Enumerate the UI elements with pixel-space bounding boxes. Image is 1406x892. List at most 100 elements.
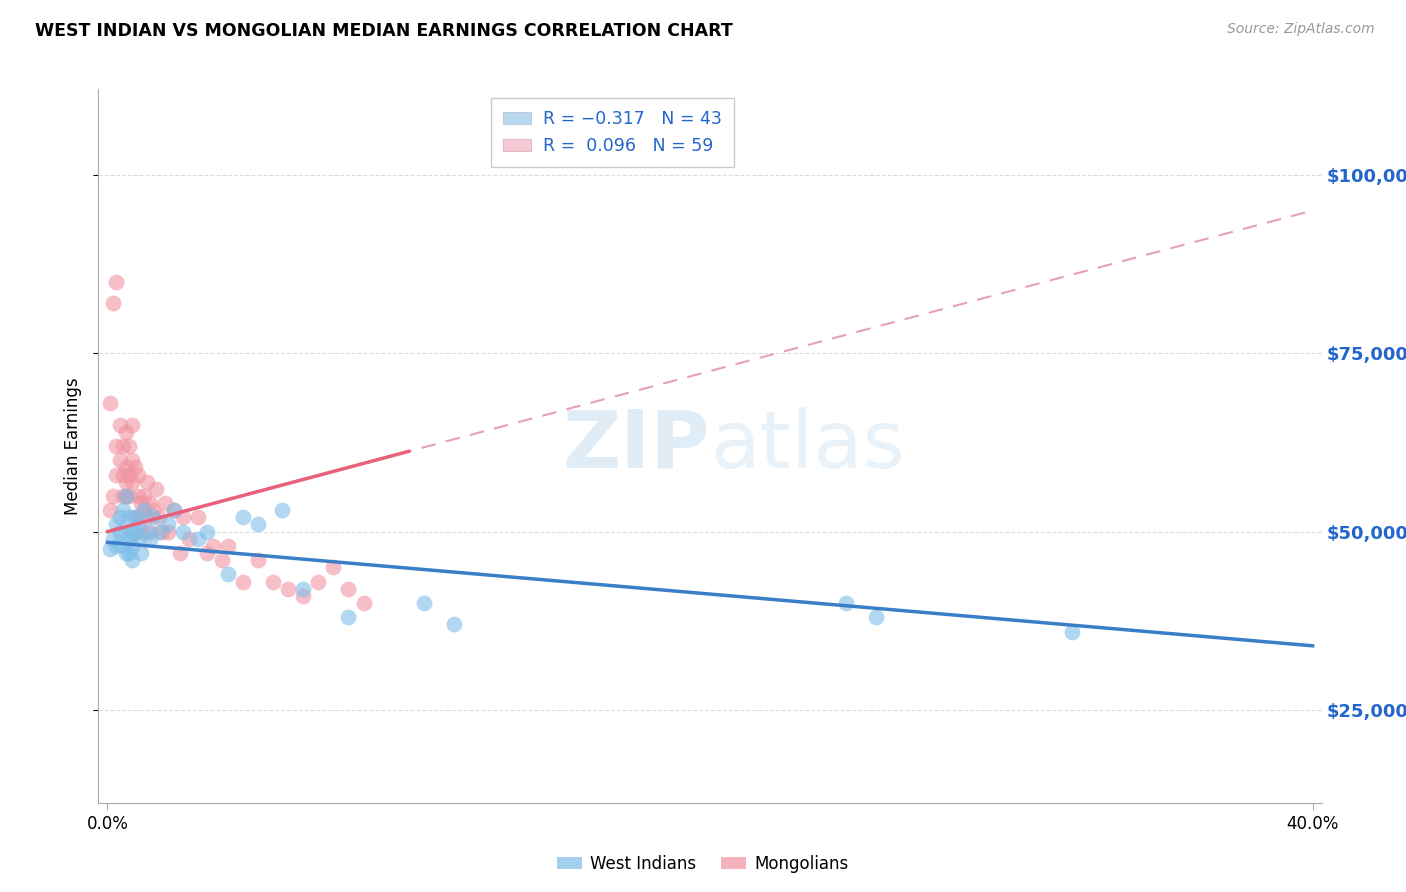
Point <box>169 546 191 560</box>
Point <box>111 503 134 517</box>
Point <box>105 467 128 482</box>
Point <box>142 503 165 517</box>
Point <box>145 482 167 496</box>
Point <box>232 510 254 524</box>
Point <box>114 475 136 489</box>
Point <box>217 539 239 553</box>
Point <box>100 503 122 517</box>
Point <box>121 524 143 539</box>
Point <box>135 524 157 539</box>
Point <box>1060 624 1083 639</box>
Point <box>142 510 165 524</box>
Point <box>105 517 128 532</box>
Point <box>247 553 270 567</box>
Point <box>201 539 224 553</box>
Point <box>111 439 134 453</box>
Point <box>108 453 131 467</box>
Point <box>163 503 186 517</box>
Point <box>121 539 143 553</box>
Point <box>195 524 218 539</box>
Point <box>865 610 887 624</box>
Point <box>111 539 134 553</box>
Point <box>114 524 136 539</box>
Point <box>148 524 170 539</box>
Point <box>114 546 136 560</box>
Point <box>132 503 155 517</box>
Point <box>271 503 294 517</box>
Point <box>150 524 173 539</box>
Point <box>135 475 157 489</box>
Point <box>195 546 218 560</box>
Point <box>129 524 152 539</box>
Point <box>172 510 194 524</box>
Point <box>153 496 176 510</box>
Point <box>322 560 344 574</box>
Point <box>124 460 146 475</box>
Point <box>114 489 136 503</box>
Point <box>172 524 194 539</box>
Point <box>114 489 136 503</box>
Point <box>177 532 200 546</box>
Point <box>105 439 128 453</box>
Point <box>103 532 125 546</box>
Point <box>121 417 143 432</box>
Point <box>135 510 157 524</box>
Point <box>105 275 128 289</box>
Point <box>217 567 239 582</box>
Text: Source: ZipAtlas.com: Source: ZipAtlas.com <box>1227 22 1375 37</box>
Point <box>138 496 160 510</box>
Text: atlas: atlas <box>710 407 904 485</box>
Point <box>247 517 270 532</box>
Point <box>108 417 131 432</box>
Point <box>156 517 179 532</box>
Y-axis label: Median Earnings: Median Earnings <box>65 377 83 515</box>
Point <box>111 489 134 503</box>
Point <box>103 296 125 310</box>
Point <box>412 596 434 610</box>
Point <box>117 439 139 453</box>
Point <box>127 467 149 482</box>
Point <box>108 524 131 539</box>
Point <box>307 574 329 589</box>
Point <box>105 539 128 553</box>
Point <box>211 553 233 567</box>
Point <box>132 503 155 517</box>
Point <box>353 596 375 610</box>
Point <box>124 510 146 524</box>
Point <box>277 582 299 596</box>
Point <box>100 542 122 557</box>
Point <box>114 460 136 475</box>
Legend: R = −0.317   N = 43, R =  0.096   N = 59: R = −0.317 N = 43, R = 0.096 N = 59 <box>491 98 734 167</box>
Point <box>262 574 284 589</box>
Point <box>127 489 149 503</box>
Point <box>121 475 143 489</box>
Point <box>117 489 139 503</box>
Point <box>114 425 136 439</box>
Point <box>163 503 186 517</box>
Point <box>138 532 160 546</box>
Point <box>108 510 131 524</box>
Point <box>127 532 149 546</box>
Point <box>121 453 143 467</box>
Point <box>117 467 139 482</box>
Point <box>443 617 465 632</box>
Point <box>121 553 143 567</box>
Point <box>124 510 146 524</box>
Point <box>292 582 315 596</box>
Point <box>129 546 152 560</box>
Text: WEST INDIAN VS MONGOLIAN MEDIAN EARNINGS CORRELATION CHART: WEST INDIAN VS MONGOLIAN MEDIAN EARNINGS… <box>35 22 733 40</box>
Point <box>292 589 315 603</box>
Point <box>187 532 209 546</box>
Point <box>337 610 360 624</box>
Point <box>111 467 134 482</box>
Point <box>129 496 152 510</box>
Point <box>127 510 149 524</box>
Point <box>834 596 856 610</box>
Text: ZIP: ZIP <box>562 407 710 485</box>
Point <box>156 524 179 539</box>
Point <box>117 532 139 546</box>
Point <box>100 396 122 410</box>
Point <box>103 489 125 503</box>
Point <box>138 524 160 539</box>
Point <box>127 517 149 532</box>
